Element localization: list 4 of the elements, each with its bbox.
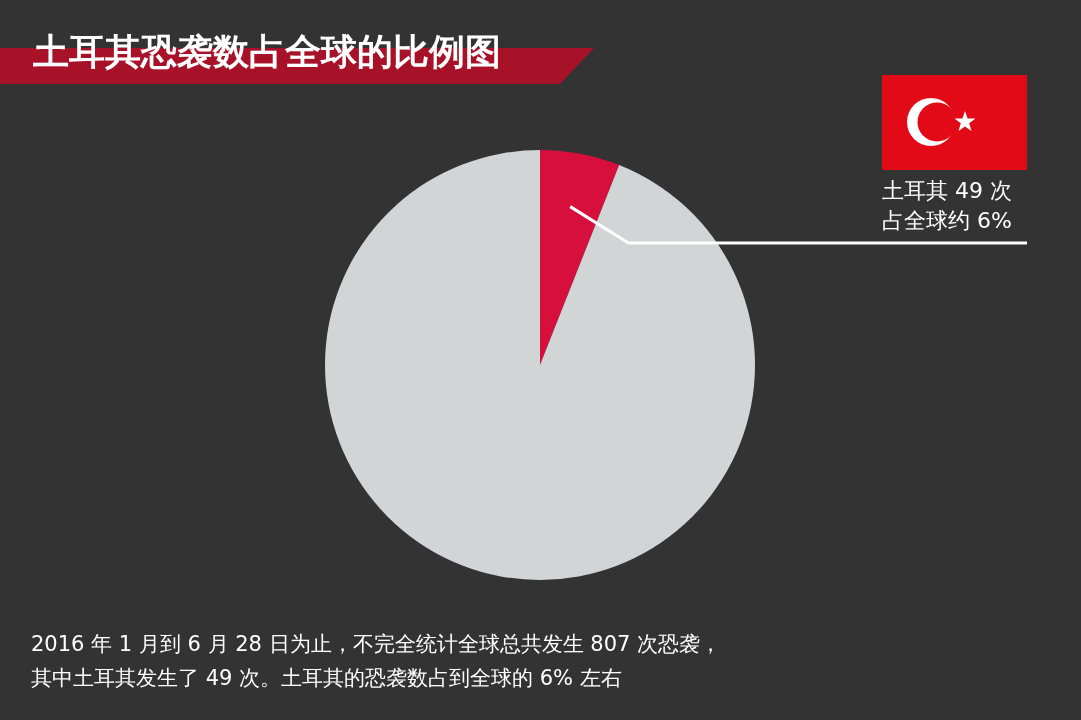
text: 其中土耳其发生了 49 次。土耳其的恐袭数占到全球的 6% 左右 [31, 665, 622, 692]
text: 2016 年 1 月到 6 月 28 日为止，不完全统计全球总共发生 807 次恐袭， [31, 631, 722, 658]
data-label: 土耳其 49 次占全球约 6% [882, 178, 1012, 233]
chart-title: 土耳其恐袭数占全球的比例图 [33, 30, 501, 74]
